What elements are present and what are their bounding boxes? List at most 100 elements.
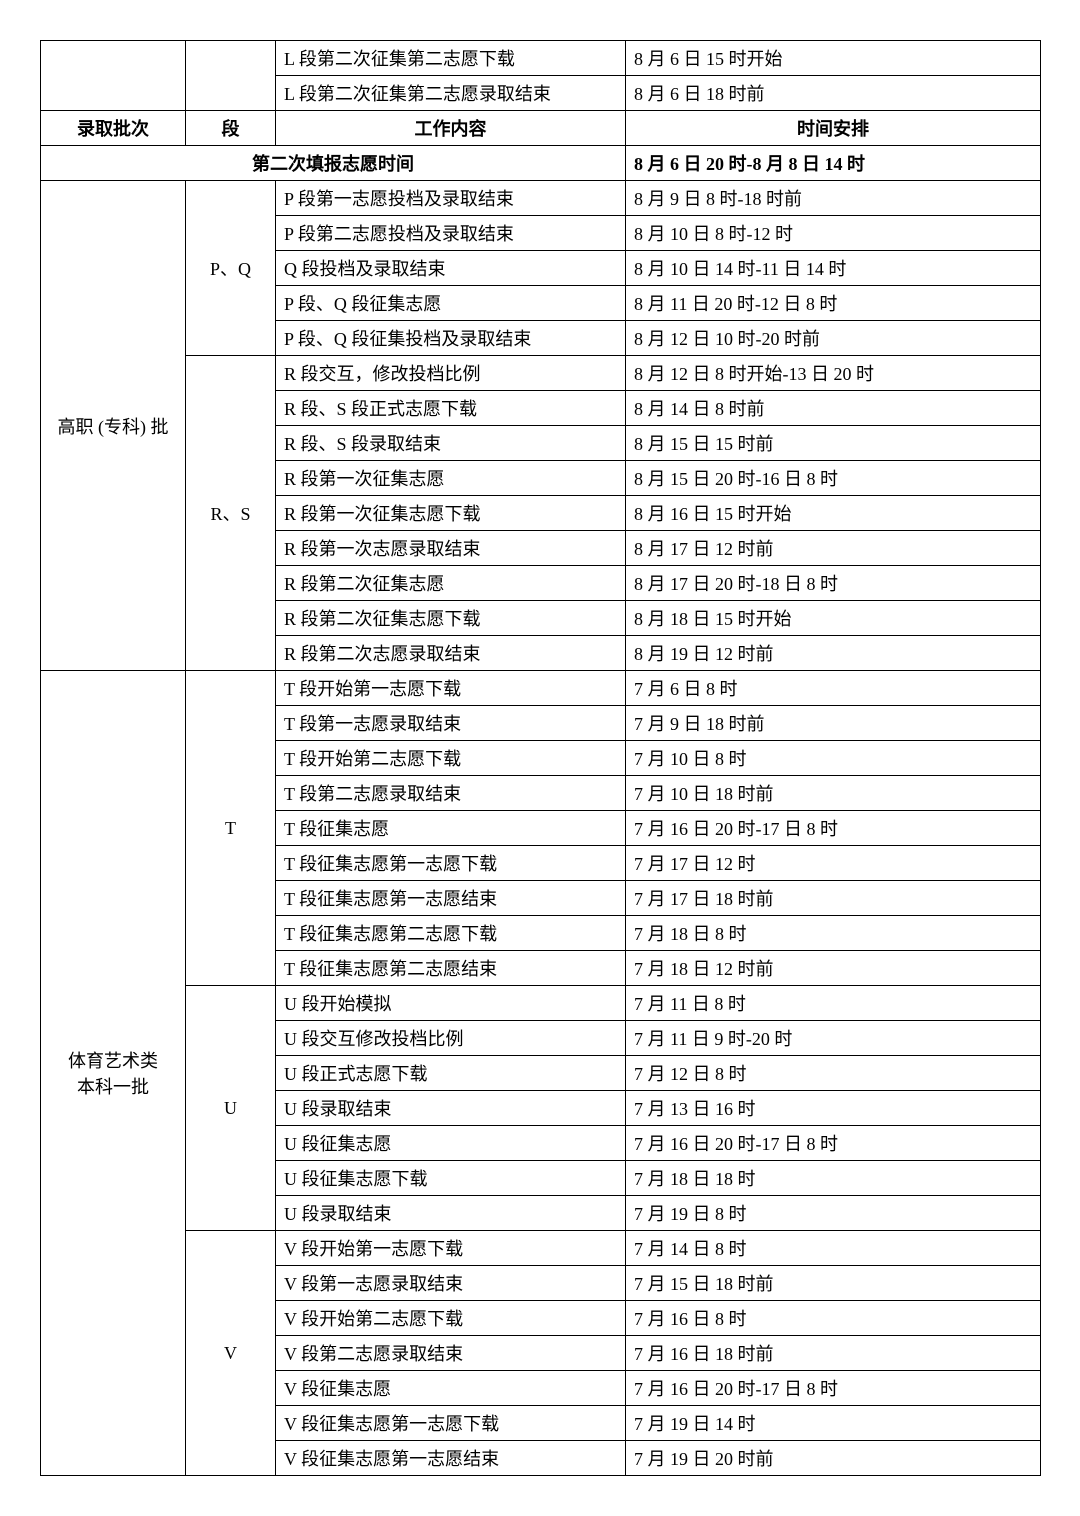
time-cell: 8 月 18 日 15 时开始 xyxy=(626,601,1041,636)
time-cell: 7 月 16 日 18 时前 xyxy=(626,1336,1041,1371)
table-row: L 段第二次征集第二志愿下载8 月 6 日 15 时开始 xyxy=(41,41,1041,76)
work-cell: T 段开始第二志愿下载 xyxy=(276,741,626,776)
time-cell: 8 月 12 日 10 时-20 时前 xyxy=(626,321,1041,356)
work-cell: Q 段投档及录取结束 xyxy=(276,251,626,286)
work-cell: T 段征集志愿第二志愿结束 xyxy=(276,951,626,986)
seg-cell: T xyxy=(186,671,276,986)
time-cell: 8 月 10 日 14 时-11 日 14 时 xyxy=(626,251,1041,286)
work-cell: R 段第二次征集志愿 xyxy=(276,566,626,601)
table-row: VV 段开始第一志愿下载7 月 14 日 8 时 xyxy=(41,1231,1041,1266)
time-cell: 8 月 11 日 20 时-12 日 8 时 xyxy=(626,286,1041,321)
schedule-table: L 段第二次征集第二志愿下载8 月 6 日 15 时开始L 段第二次征集第二志愿… xyxy=(40,40,1041,1476)
work-cell: T 段第二志愿录取结束 xyxy=(276,776,626,811)
work-cell: R 段第一次志愿录取结束 xyxy=(276,531,626,566)
time-cell: 7 月 13 日 16 时 xyxy=(626,1091,1041,1126)
table-row: R、SR 段交互，修改投档比例8 月 12 日 8 时开始-13 日 20 时 xyxy=(41,356,1041,391)
time-cell: 7 月 11 日 9 时-20 时 xyxy=(626,1021,1041,1056)
work-cell: U 段录取结束 xyxy=(276,1196,626,1231)
work-cell: T 段征集志愿第一志愿结束 xyxy=(276,881,626,916)
work-cell: R 段第二次志愿录取结束 xyxy=(276,636,626,671)
seg-cell: U xyxy=(186,986,276,1231)
work-cell: V 段征集志愿第一志愿下载 xyxy=(276,1406,626,1441)
work-cell: L 段第二次征集第二志愿录取结束 xyxy=(276,76,626,111)
time-cell: 7 月 19 日 14 时 xyxy=(626,1406,1041,1441)
time-cell: 7 月 18 日 12 时前 xyxy=(626,951,1041,986)
work-cell: U 段正式志愿下载 xyxy=(276,1056,626,1091)
work-cell: T 段第一志愿录取结束 xyxy=(276,706,626,741)
header-work: 工作内容 xyxy=(276,111,626,146)
work-cell: R 段交互，修改投档比例 xyxy=(276,356,626,391)
work-cell: V 段征集志愿第一志愿结束 xyxy=(276,1441,626,1476)
header-batch: 录取批次 xyxy=(41,111,186,146)
header-seg: 段 xyxy=(186,111,276,146)
time-cell: 8 月 19 日 12 时前 xyxy=(626,636,1041,671)
work-cell: U 段征集志愿 xyxy=(276,1126,626,1161)
work-cell: U 段开始模拟 xyxy=(276,986,626,1021)
work-cell: U 段录取结束 xyxy=(276,1091,626,1126)
time-cell: 7 月 14 日 8 时 xyxy=(626,1231,1041,1266)
second-fill-time: 8 月 6 日 20 时-8 月 8 日 14 时 xyxy=(626,146,1041,181)
work-cell: R 段第二次征集志愿下载 xyxy=(276,601,626,636)
work-cell: P 段第二志愿投档及录取结束 xyxy=(276,216,626,251)
work-cell: R 段第一次征集志愿 xyxy=(276,461,626,496)
work-cell: V 段开始第一志愿下载 xyxy=(276,1231,626,1266)
time-cell: 7 月 17 日 12 时 xyxy=(626,846,1041,881)
time-cell: 7 月 16 日 20 时-17 日 8 时 xyxy=(626,1371,1041,1406)
batch-cell: 体育艺术类本科一批 xyxy=(41,671,186,1476)
time-cell: 7 月 15 日 18 时前 xyxy=(626,1266,1041,1301)
empty-batch-cell xyxy=(41,41,186,111)
time-cell: 8 月 17 日 12 时前 xyxy=(626,531,1041,566)
header-time: 时间安排 xyxy=(626,111,1041,146)
table-row: 第二次填报志愿时间8 月 6 日 20 时-8 月 8 日 14 时 xyxy=(41,146,1041,181)
time-cell: 8 月 10 日 8 时-12 时 xyxy=(626,216,1041,251)
time-cell: 7 月 16 日 8 时 xyxy=(626,1301,1041,1336)
time-cell: 7 月 17 日 18 时前 xyxy=(626,881,1041,916)
work-cell: T 段开始第一志愿下载 xyxy=(276,671,626,706)
batch-cell: 高职 (专科) 批 xyxy=(41,181,186,671)
time-cell: 7 月 19 日 8 时 xyxy=(626,1196,1041,1231)
time-cell: 8 月 16 日 15 时开始 xyxy=(626,496,1041,531)
time-cell: 7 月 18 日 8 时 xyxy=(626,916,1041,951)
empty-seg-cell xyxy=(186,41,276,111)
work-cell: R 段、S 段录取结束 xyxy=(276,426,626,461)
time-cell: 8 月 17 日 20 时-18 日 8 时 xyxy=(626,566,1041,601)
time-cell: 7 月 6 日 8 时 xyxy=(626,671,1041,706)
work-cell: P 段、Q 段征集志愿 xyxy=(276,286,626,321)
time-cell: 8 月 9 日 8 时-18 时前 xyxy=(626,181,1041,216)
time-cell: 8 月 6 日 18 时前 xyxy=(626,76,1041,111)
time-cell: 7 月 19 日 20 时前 xyxy=(626,1441,1041,1476)
work-cell: V 段第一志愿录取结束 xyxy=(276,1266,626,1301)
work-cell: R 段、S 段正式志愿下载 xyxy=(276,391,626,426)
table-row: 体育艺术类本科一批TT 段开始第一志愿下载7 月 6 日 8 时 xyxy=(41,671,1041,706)
work-cell: U 段交互修改投档比例 xyxy=(276,1021,626,1056)
table-row: 录取批次段工作内容时间安排 xyxy=(41,111,1041,146)
work-cell: R 段第一次征集志愿下载 xyxy=(276,496,626,531)
work-cell: V 段开始第二志愿下载 xyxy=(276,1301,626,1336)
work-cell: T 段征集志愿 xyxy=(276,811,626,846)
work-cell: P 段、Q 段征集投档及录取结束 xyxy=(276,321,626,356)
work-cell: T 段征集志愿第二志愿下载 xyxy=(276,916,626,951)
time-cell: 7 月 11 日 8 时 xyxy=(626,986,1041,1021)
work-cell: U 段征集志愿下载 xyxy=(276,1161,626,1196)
work-cell: V 段第二志愿录取结束 xyxy=(276,1336,626,1371)
time-cell: 7 月 18 日 18 时 xyxy=(626,1161,1041,1196)
time-cell: 8 月 15 日 20 时-16 日 8 时 xyxy=(626,461,1041,496)
time-cell: 7 月 12 日 8 时 xyxy=(626,1056,1041,1091)
work-cell: L 段第二次征集第二志愿下载 xyxy=(276,41,626,76)
time-cell: 7 月 9 日 18 时前 xyxy=(626,706,1041,741)
time-cell: 8 月 6 日 15 时开始 xyxy=(626,41,1041,76)
seg-cell: P、Q xyxy=(186,181,276,356)
second-fill-label: 第二次填报志愿时间 xyxy=(41,146,626,181)
table-row: UU 段开始模拟7 月 11 日 8 时 xyxy=(41,986,1041,1021)
time-cell: 8 月 12 日 8 时开始-13 日 20 时 xyxy=(626,356,1041,391)
time-cell: 7 月 16 日 20 时-17 日 8 时 xyxy=(626,811,1041,846)
time-cell: 7 月 16 日 20 时-17 日 8 时 xyxy=(626,1126,1041,1161)
seg-cell: V xyxy=(186,1231,276,1476)
work-cell: V 段征集志愿 xyxy=(276,1371,626,1406)
time-cell: 7 月 10 日 18 时前 xyxy=(626,776,1041,811)
work-cell: T 段征集志愿第一志愿下载 xyxy=(276,846,626,881)
work-cell: P 段第一志愿投档及录取结束 xyxy=(276,181,626,216)
seg-cell: R、S xyxy=(186,356,276,671)
time-cell: 7 月 10 日 8 时 xyxy=(626,741,1041,776)
table-row: 高职 (专科) 批P、QP 段第一志愿投档及录取结束8 月 9 日 8 时-18… xyxy=(41,181,1041,216)
